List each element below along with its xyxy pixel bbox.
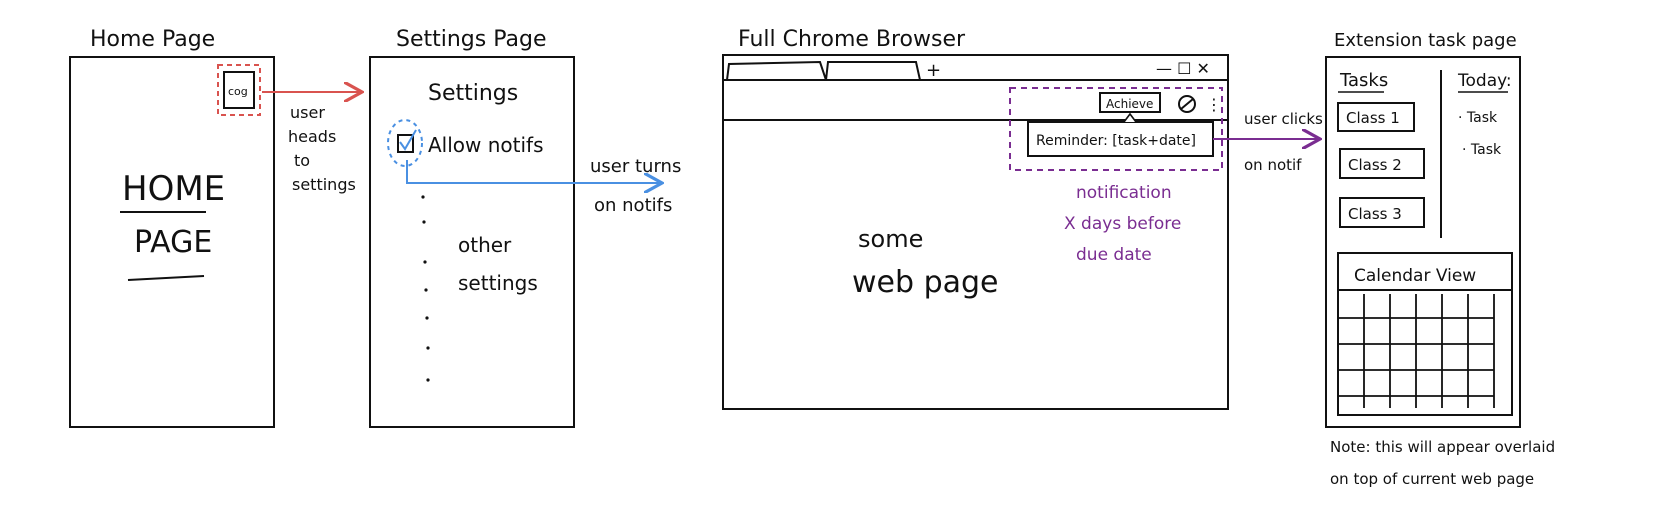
checkbox-highlight	[387, 119, 423, 167]
extension-title: Extension task page	[1334, 30, 1517, 51]
more-menu-icon[interactable]: ⋮	[1206, 95, 1222, 114]
today-task-1[interactable]: · Task	[1458, 110, 1498, 126]
other-settings-line2: settings	[458, 271, 538, 295]
allow-notifs-label: Allow notifs	[428, 133, 544, 157]
home-big-text-1: HOME	[122, 169, 225, 209]
chrome-browser-frame: Full Chrome Browser + — ☐ ✕ Achieve ⋮ Re…	[722, 27, 1229, 410]
home-page-title: Home Page	[90, 27, 215, 52]
today-task-2[interactable]: · Task	[1462, 142, 1502, 158]
browser-tab-2[interactable]	[825, 61, 921, 81]
window-controls[interactable]: — ☐ ✕	[1156, 59, 1210, 78]
home-arrow-caption-2: heads	[288, 127, 336, 146]
arrow-settings-to-browser	[406, 160, 660, 183]
achieve-label: Achieve	[1106, 97, 1153, 111]
class-2-label: Class 2	[1348, 156, 1402, 174]
settings-arrow-caption-1: user turns	[590, 156, 681, 177]
class-1-label: Class 1	[1346, 109, 1400, 127]
calendar-grid	[1338, 294, 1495, 408]
home-arrow-caption-4: settings	[292, 175, 356, 194]
other-settings-line1: other	[458, 233, 512, 257]
overlay-note-2: on top of current web page	[1330, 470, 1534, 488]
settings-dots	[421, 195, 430, 382]
calendar-title: Calendar View	[1354, 266, 1476, 286]
check-mark-icon	[399, 129, 417, 151]
home-big-text-2: PAGE	[134, 225, 212, 260]
overlay-note-1: Note: this will appear overlaid	[1330, 438, 1555, 456]
home-page-frame: Home Page cog HOME PAGE	[69, 27, 275, 428]
browser-title: Full Chrome Browser	[738, 27, 966, 52]
achieve-extension-button[interactable]	[1099, 92, 1161, 113]
today-heading: Today:	[1457, 71, 1512, 91]
notif-note-2: X days before	[1064, 214, 1181, 234]
cog-highlight	[217, 64, 261, 116]
settings-arrow-caption-2: on notifs	[594, 195, 672, 216]
calendar-view[interactable]	[1337, 252, 1513, 416]
home-arrow-caption-3: to	[294, 151, 310, 170]
reminder-text: Reminder: [task+date]	[1036, 133, 1196, 149]
web-page-line2: web page	[852, 265, 999, 300]
extension-highlight	[1009, 87, 1223, 171]
allow-notifs-checkbox[interactable]	[397, 134, 414, 153]
browser-tab-1[interactable]	[726, 60, 827, 81]
class-2-button[interactable]	[1339, 148, 1425, 179]
settings-heading: Settings	[428, 81, 518, 106]
settings-page-frame: Settings Page Settings Allow notifs othe…	[369, 27, 575, 428]
browser-arrow-caption-1: user clicks	[1244, 110, 1323, 128]
cog-button[interactable]	[223, 71, 255, 109]
browser-arrow-caption-2: on notif	[1244, 156, 1302, 174]
settings-page-title: Settings Page	[396, 27, 547, 52]
extension-page-frame: Extension task page Tasks Class 1 Class …	[1325, 30, 1521, 428]
home-arrow-caption-1: user	[290, 103, 325, 122]
web-page-line1: some	[858, 225, 923, 253]
extension-icon[interactable]	[1178, 95, 1196, 113]
new-tab-button[interactable]: +	[926, 60, 941, 81]
class-1-button[interactable]	[1337, 102, 1415, 132]
tasks-heading: Tasks	[1339, 70, 1388, 91]
class-3-label: Class 3	[1348, 205, 1402, 223]
notif-note-1: notification	[1076, 183, 1172, 203]
class-3-button[interactable]	[1339, 197, 1425, 228]
cog-label: cog	[228, 85, 248, 98]
notif-note-3: due date	[1076, 245, 1152, 265]
